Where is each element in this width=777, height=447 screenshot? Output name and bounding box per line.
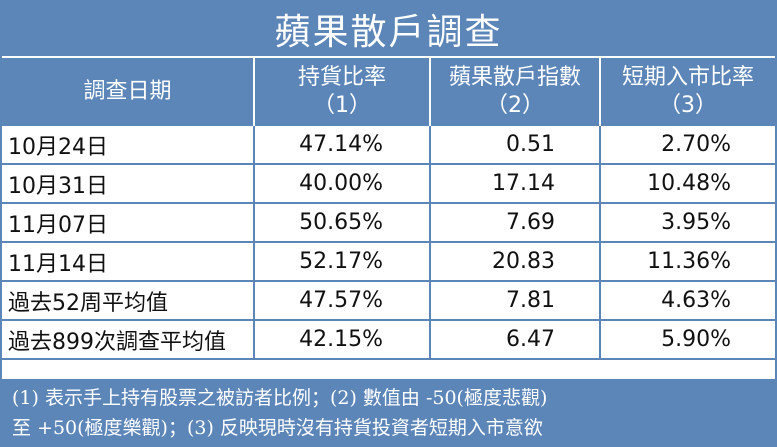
row-date: 過去899次調查平均值	[2, 320, 255, 360]
header-holding-ratio: 持貨比率 （1）	[254, 58, 431, 126]
row-holding: 47.14%	[254, 126, 431, 165]
row-entry: 5.90%	[600, 320, 775, 360]
row-index: 20.83	[430, 242, 601, 282]
table-title: 蘋果散戶調查	[2, 2, 775, 58]
survey-table: 調查日期 持貨比率 （1） 蘋果散戶指數 （2） 短期入市比率 （3） 10月24日 …	[2, 58, 775, 360]
table-row: 11月14日 52.17% 20.83 11.36%	[2, 242, 775, 282]
table-row: 11月07日 50.65% 7.69 3.95%	[2, 203, 775, 243]
footnote-line-1: (1) 表示手上持有股票之被訪者比例；(2) 數值由 -50(極度悲觀)	[12, 387, 548, 409]
footnote: (1) 表示手上持有股票之被訪者比例；(2) 數值由 -50(極度悲觀) 至 +…	[2, 379, 775, 445]
row-date: 11月07日	[2, 203, 255, 243]
row-index: 7.81	[430, 281, 601, 321]
header-date: 調查日期	[2, 58, 255, 126]
table-row: 過去52周平均值 47.57% 7.81 4.63%	[2, 281, 775, 321]
row-holding: 40.00%	[254, 164, 431, 204]
row-index: 17.14	[430, 164, 601, 204]
row-entry: 4.63%	[600, 281, 775, 321]
table-row: 10月24日 47.14% 0.51 2.70%	[2, 126, 775, 165]
row-index: 0.51	[430, 126, 601, 165]
row-index: 6.47	[430, 320, 601, 360]
table-row: 過去899次調查平均值 42.15% 6.47 5.90%	[2, 320, 775, 360]
row-date: 10月31日	[2, 164, 255, 204]
row-index: 7.69	[430, 203, 601, 243]
table-row: 10月31日 40.00% 17.14 10.48%	[2, 164, 775, 204]
row-entry: 10.48%	[600, 164, 775, 204]
row-entry: 3.95%	[600, 203, 775, 243]
row-holding: 47.57%	[254, 281, 431, 321]
header-entry-ratio: 短期入市比率 （3）	[600, 58, 775, 126]
row-holding: 52.17%	[254, 242, 431, 282]
row-holding: 42.15%	[254, 320, 431, 360]
row-entry: 2.70%	[600, 126, 775, 165]
row-entry: 11.36%	[600, 242, 775, 282]
row-date: 10月24日	[2, 126, 255, 165]
header-retail-index: 蘋果散戶指數 （2）	[430, 58, 601, 126]
row-date: 11月14日	[2, 242, 255, 282]
row-date: 過去52周平均值	[2, 281, 255, 321]
footnote-line-2: 至 +50(極度樂觀)；(3) 反映現時沒有持貨投資者短期入市意欲	[12, 417, 543, 439]
header-row: 調查日期 持貨比率 （1） 蘋果散戶指數 （2） 短期入市比率 （3）	[2, 58, 775, 126]
row-holding: 50.65%	[254, 203, 431, 243]
